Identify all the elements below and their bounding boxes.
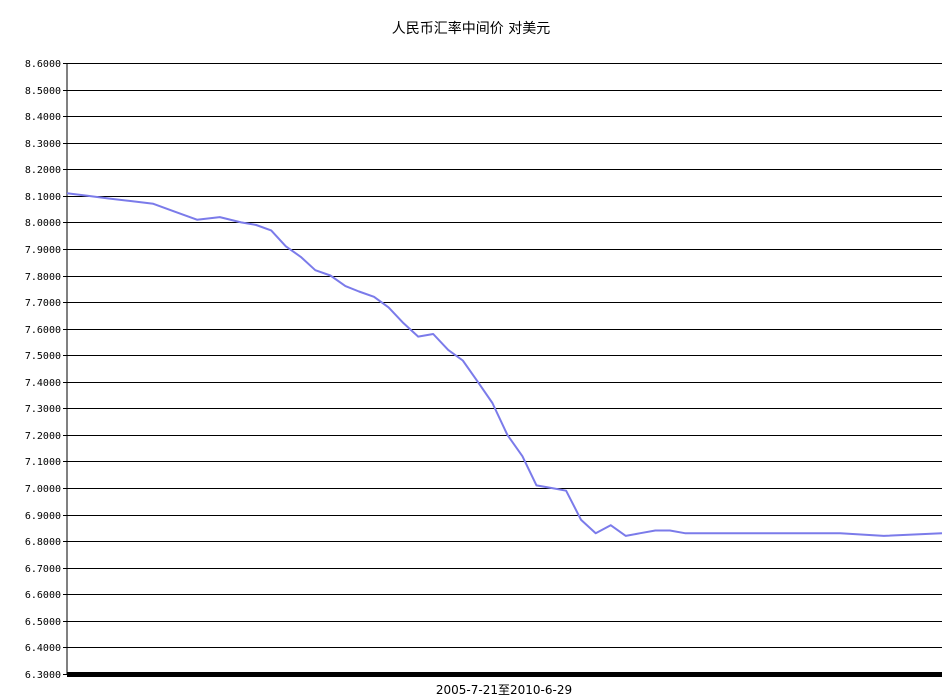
y-tick-label: 7.2000 (25, 431, 61, 442)
y-tick-label: 6.3000 (25, 670, 61, 681)
grid-lines (63, 63, 942, 675)
y-tick-label: 6.7000 (25, 564, 61, 575)
y-tick-label: 7.7000 (25, 298, 61, 309)
y-tick-label: 7.1000 (25, 457, 61, 468)
chart-title: 人民币汇率中间价 对美元 (392, 20, 550, 37)
y-tick-label: 6.4000 (25, 643, 61, 654)
y-tick-label: 8.4000 (25, 112, 61, 123)
y-tick-label: 6.6000 (25, 590, 61, 601)
y-tick-label: 7.8000 (25, 272, 61, 283)
y-tick-label: 6.5000 (25, 617, 61, 628)
y-tick-label: 8.1000 (25, 192, 61, 203)
y-tick-label: 7.4000 (25, 378, 61, 389)
y-axis-ticks: 8.6000 8.5000 8.4000 8.3000 8.2000 8.1000 8.00… (25, 59, 61, 681)
y-tick-label: 6.8000 (25, 537, 61, 548)
series-layer (66, 192, 942, 537)
y-tick-label: 8.6000 (25, 59, 61, 70)
y-tick-label: 7.9000 (25, 245, 61, 256)
y-tick-label: 7.6000 (25, 325, 61, 336)
y-tick-label: 8.3000 (25, 139, 61, 150)
y-tick-label: 8.5000 (25, 86, 61, 97)
y-tick-label: 7.3000 (25, 404, 61, 415)
y-tick-label: 8.2000 (25, 165, 61, 176)
y-tick-label: 8.0000 (25, 218, 61, 229)
x-axis-label: 2005-7-21至2010-6-29 (436, 683, 572, 697)
y-tick-label: 7.5000 (25, 351, 61, 362)
x-axis-bar (67, 672, 942, 677)
y-tick-label: 6.9000 (25, 511, 61, 522)
series-line (66, 192, 942, 537)
y-tick-label: 7.0000 (25, 484, 61, 495)
